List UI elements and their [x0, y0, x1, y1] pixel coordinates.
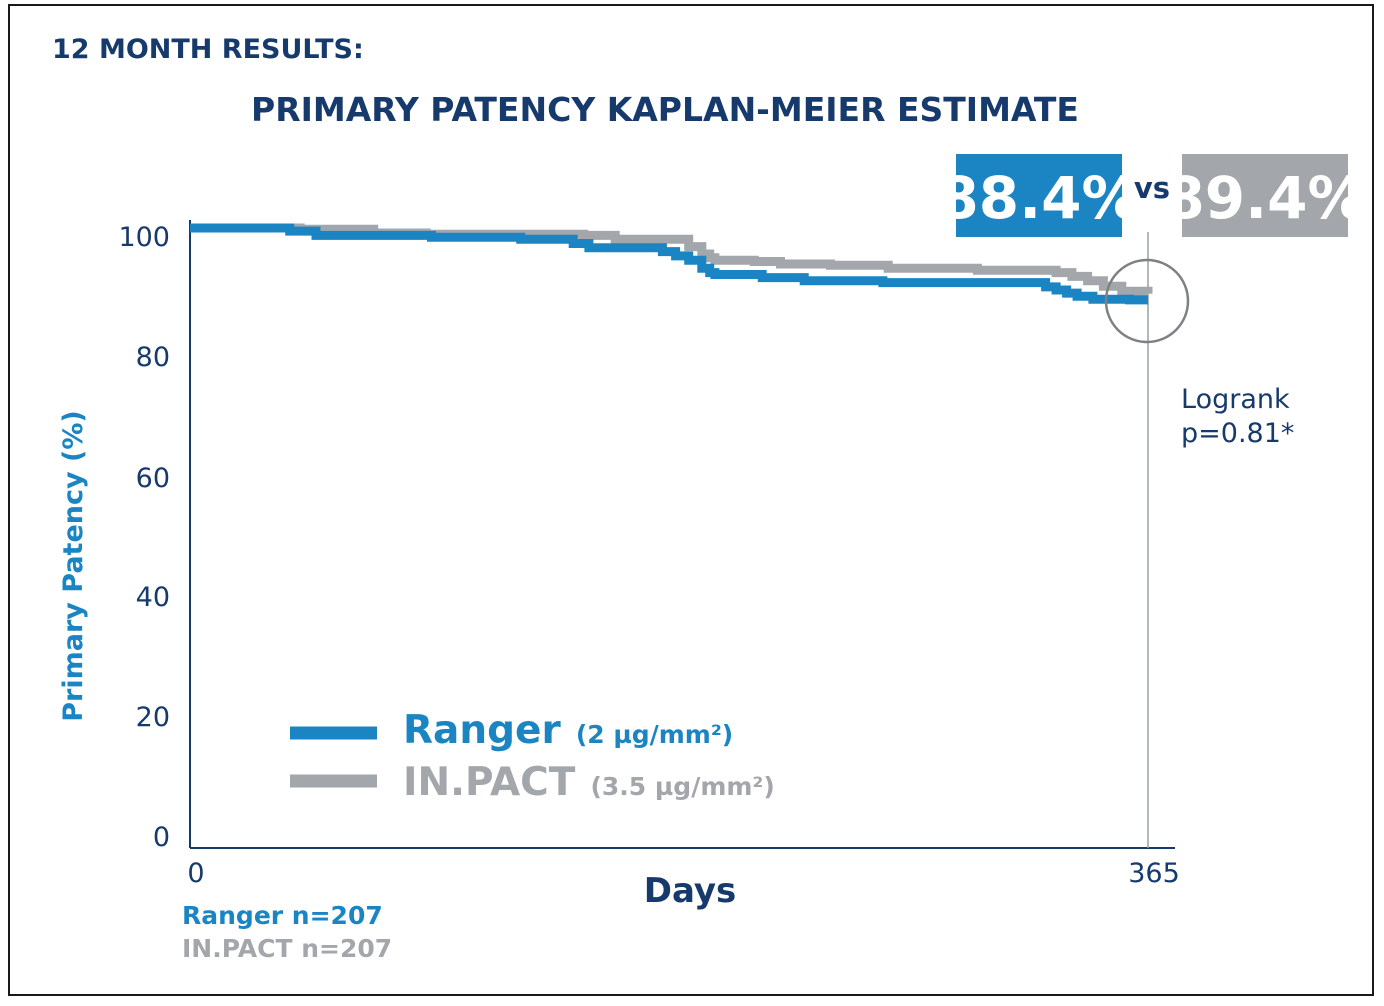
ranger-result-value: 88.4%: [938, 164, 1139, 232]
chart-title: PRIMARY PATENCY KAPLAN-MEIER ESTIMATE: [251, 90, 1079, 129]
legend-entry-ranger: Ranger (2 µg/mm²): [403, 708, 733, 753]
inpact-survival-curve: [190, 223, 1153, 296]
y-tick-80: 80: [136, 342, 170, 373]
legend-dose-ranger: (2 µg/mm²): [576, 720, 733, 749]
ranger-result-box: [956, 154, 1122, 237]
vs-label: vs: [1134, 171, 1170, 205]
figure-frame: [8, 4, 1374, 996]
legend-label-inpact: IN.PACT: [403, 760, 576, 805]
y-tick-60: 60: [136, 463, 170, 494]
endpoint-highlight-circle: [1104, 258, 1190, 344]
x-tick-0: 0: [187, 858, 204, 889]
x-axis-label: Days: [644, 871, 737, 911]
y-tick-100: 100: [118, 222, 170, 253]
legend: Ranger (2 µg/mm²) IN.PACT (3.5 µg/mm²): [290, 708, 775, 805]
results-header: 12 MONTH RESULTS:: [52, 34, 364, 65]
legend-entry-inpact: IN.PACT (3.5 µg/mm²): [403, 760, 775, 805]
x-tick-365: 365: [1128, 858, 1180, 889]
logrank-p-value: p=0.81*: [1181, 418, 1294, 449]
legend-dose-inpact: (3.5 µg/mm²): [590, 772, 774, 801]
inpact-sample-size: IN.PACT n=207: [182, 934, 392, 963]
y-ticks: 100 80 60 40 20 0: [118, 222, 170, 853]
legend-label-ranger: Ranger: [403, 708, 561, 753]
logrank-label: Logrank: [1181, 384, 1290, 415]
y-tick-40: 40: [136, 582, 170, 613]
y-axis-label: Primary Patency (%): [58, 410, 89, 722]
ranger-survival-curve: [190, 223, 1148, 305]
inpact-result-value: 89.4%: [1164, 164, 1365, 232]
y-tick-0: 0: [153, 822, 170, 853]
ranger-sample-size: Ranger n=207: [182, 901, 383, 930]
y-tick-20: 20: [136, 702, 170, 733]
inpact-result-box: [1182, 154, 1348, 237]
